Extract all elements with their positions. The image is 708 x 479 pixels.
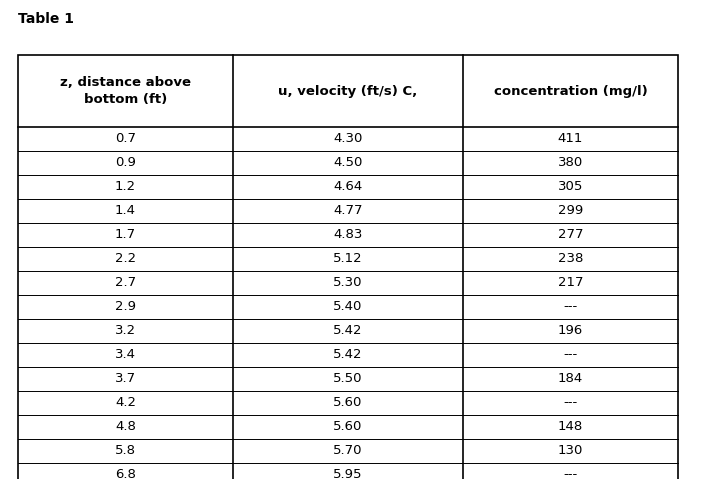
Text: 4.83: 4.83 [333,228,362,241]
Text: 277: 277 [558,228,583,241]
Text: 184: 184 [558,373,583,386]
Text: 5.50: 5.50 [333,373,362,386]
Text: 0.9: 0.9 [115,157,136,170]
Text: 5.8: 5.8 [115,445,136,457]
Text: 3.2: 3.2 [115,324,136,338]
Text: 5.95: 5.95 [333,468,362,479]
Text: 5.60: 5.60 [333,421,362,433]
Text: 5.60: 5.60 [333,397,362,410]
Text: 1.2: 1.2 [115,181,136,194]
Text: Table 1: Table 1 [18,12,74,26]
Text: 0.7: 0.7 [115,133,136,146]
Text: 305: 305 [558,181,583,194]
Text: 4.8: 4.8 [115,421,136,433]
Text: 238: 238 [558,252,583,265]
Text: 4.30: 4.30 [333,133,362,146]
Text: 4.2: 4.2 [115,397,136,410]
Text: u, velocity (ft/s) C,: u, velocity (ft/s) C, [278,84,418,98]
Text: 299: 299 [558,205,583,217]
Text: 2.7: 2.7 [115,276,136,289]
Text: 5.12: 5.12 [333,252,362,265]
Text: 5.42: 5.42 [333,349,362,362]
Text: 4.50: 4.50 [333,157,362,170]
Text: 5.42: 5.42 [333,324,362,338]
Text: 6.8: 6.8 [115,468,136,479]
Text: 2.2: 2.2 [115,252,136,265]
Text: 380: 380 [558,157,583,170]
Text: 3.7: 3.7 [115,373,136,386]
Text: 4.77: 4.77 [333,205,362,217]
Text: 196: 196 [558,324,583,338]
Text: ---: --- [564,397,578,410]
Text: 411: 411 [558,133,583,146]
Text: 5.30: 5.30 [333,276,362,289]
Text: 217: 217 [558,276,583,289]
Text: ---: --- [564,349,578,362]
Text: 130: 130 [558,445,583,457]
Text: ---: --- [564,300,578,313]
Text: 1.4: 1.4 [115,205,136,217]
Text: concentration (mg/l): concentration (mg/l) [493,84,647,98]
Text: 5.70: 5.70 [333,445,362,457]
Text: ---: --- [564,468,578,479]
Text: 2.9: 2.9 [115,300,136,313]
Text: 4.64: 4.64 [333,181,362,194]
Text: z, distance above
bottom (ft): z, distance above bottom (ft) [60,76,191,106]
Text: 5.40: 5.40 [333,300,362,313]
Text: 3.4: 3.4 [115,349,136,362]
Text: 1.7: 1.7 [115,228,136,241]
Text: 148: 148 [558,421,583,433]
